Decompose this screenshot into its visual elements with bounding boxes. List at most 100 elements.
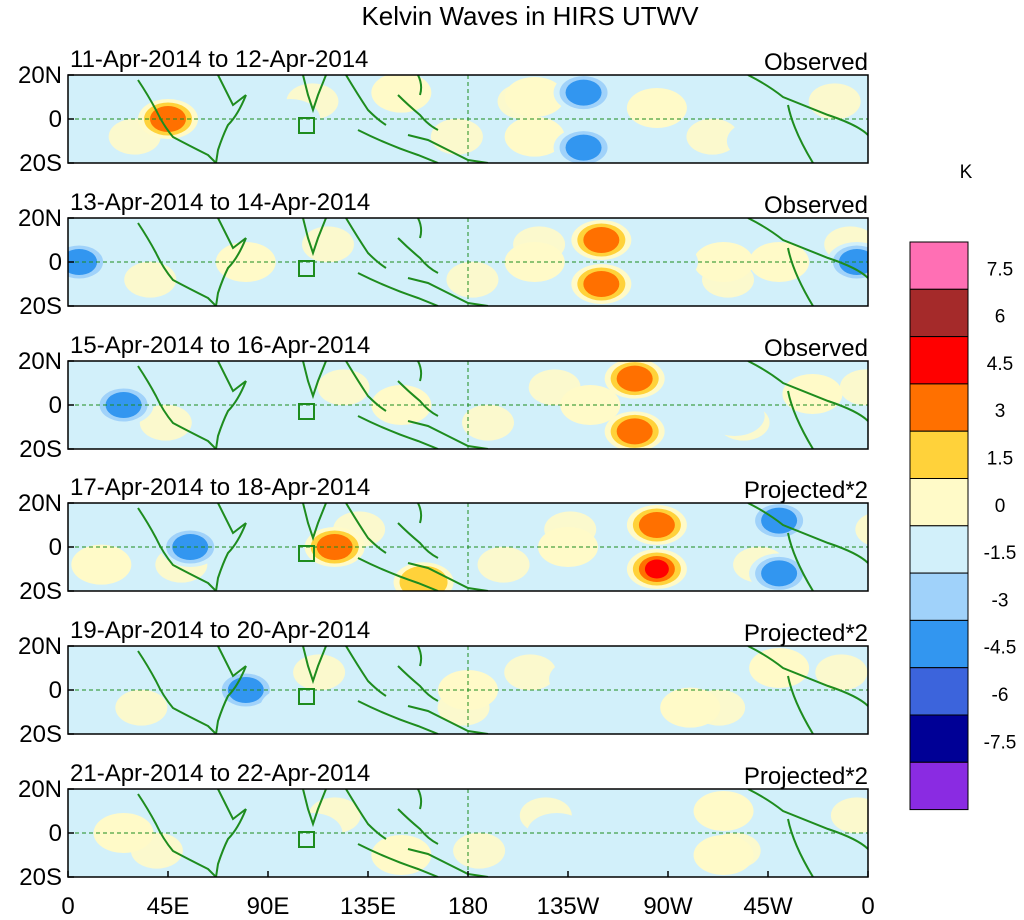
weak-anomaly bbox=[477, 546, 530, 583]
x-tick-label: 90E bbox=[247, 893, 290, 920]
panel-kind: Projected*2 bbox=[744, 477, 868, 504]
y-tick-label: 0 bbox=[49, 534, 62, 561]
anomaly-contour bbox=[749, 242, 810, 282]
y-tick-label: 20S bbox=[19, 150, 62, 177]
x-tick-label: 0 bbox=[61, 893, 74, 920]
weak-anomaly bbox=[462, 404, 514, 441]
y-tick-label: 20N bbox=[18, 62, 62, 89]
anomaly-contour bbox=[71, 544, 132, 585]
colorbar-level-label: -4.5 bbox=[984, 638, 1017, 659]
colorbar-level-label: -1.5 bbox=[984, 543, 1017, 564]
anomaly-contour bbox=[549, 659, 610, 699]
panel: 17-Apr-2014 to 18-Apr-2014 Projected*2 20N… bbox=[18, 474, 869, 605]
colorbar-swatch bbox=[909, 761, 969, 811]
weak-anomaly bbox=[430, 118, 483, 155]
panel-kind: Observed bbox=[764, 49, 868, 76]
y-tick-label: 20S bbox=[19, 864, 62, 891]
chart-title: Kelvin Waves in HIRS UTWV bbox=[361, 1, 699, 31]
anomaly-contour bbox=[761, 560, 798, 587]
panel: 13-Apr-2014 to 14-Apr-2014 Observed 20N 0 20… bbox=[18, 189, 869, 320]
colorbar-swatch bbox=[909, 714, 969, 763]
anomaly-contour bbox=[371, 385, 432, 425]
anomaly-contour bbox=[105, 392, 142, 418]
panel: 15-Apr-2014 to 16-Apr-2014 Observed 20N 0 20… bbox=[18, 332, 869, 463]
colorbar-level-label: 6 bbox=[995, 307, 1006, 328]
panel-date: 17-Apr-2014 to 18-Apr-2014 bbox=[70, 474, 370, 501]
colorbar-swatch bbox=[909, 288, 969, 338]
panel: 21-Apr-2014 to 22-Apr-2014 Projected*2 20N… bbox=[18, 760, 869, 891]
anomaly-contour bbox=[260, 687, 321, 728]
anomaly-contour bbox=[644, 559, 669, 579]
anomaly-contour bbox=[93, 813, 154, 853]
panel-kind: Observed bbox=[764, 335, 868, 362]
colorbar-swatch bbox=[909, 241, 969, 290]
weak-anomaly bbox=[139, 404, 192, 441]
anomaly-contour bbox=[749, 648, 810, 688]
x-tick-label: 135E bbox=[340, 893, 396, 920]
weak-anomaly bbox=[293, 654, 346, 691]
x-tick-label: 180 bbox=[448, 893, 488, 920]
colorbar-swatch bbox=[909, 667, 969, 716]
x-tick-label: 0 bbox=[861, 893, 874, 920]
x-tick-label: 135W bbox=[537, 893, 600, 920]
y-tick-label: 20N bbox=[18, 490, 62, 517]
colorbar-level-label: 4.5 bbox=[987, 354, 1013, 375]
weak-anomaly bbox=[855, 513, 868, 545]
anomaly-contour bbox=[504, 116, 565, 157]
anomaly-contour bbox=[638, 512, 675, 538]
y-tick-label: 0 bbox=[49, 249, 62, 276]
anomaly-contour bbox=[693, 791, 754, 831]
colorbar-swatch bbox=[909, 619, 969, 669]
anomaly-contour bbox=[371, 835, 432, 875]
x-tick-label: 90W bbox=[643, 893, 693, 920]
weak-anomaly bbox=[446, 261, 499, 298]
anomaly-contour bbox=[626, 88, 687, 128]
panel: 19-Apr-2014 to 20-Apr-2014 Projected*2 20N… bbox=[18, 617, 869, 748]
anomaly-contour bbox=[638, 242, 698, 282]
weak-anomaly bbox=[815, 654, 868, 691]
colorbar: K 7.5 6 4.5 3 1.5 0 -1.5 -3 -4.5 -6 -7.5 bbox=[909, 162, 1017, 811]
anomaly-contour bbox=[761, 507, 798, 534]
colorbar-level-label: 3 bbox=[995, 401, 1006, 422]
y-tick-label: 20S bbox=[19, 721, 62, 748]
anomaly-contour bbox=[526, 813, 587, 853]
colorbar-swatch bbox=[909, 525, 969, 574]
anomaly-contour bbox=[560, 385, 621, 425]
y-tick-label: 0 bbox=[49, 392, 62, 419]
colorbar-level-label: 0 bbox=[995, 496, 1006, 517]
anomaly-contour bbox=[616, 365, 653, 392]
anomaly-contour bbox=[583, 227, 620, 253]
weak-anomaly bbox=[830, 797, 868, 834]
panel-date: 15-Apr-2014 to 16-Apr-2014 bbox=[70, 332, 370, 359]
anomaly-contour bbox=[504, 242, 565, 282]
panel-kind: Projected*2 bbox=[744, 763, 868, 790]
x-tick-label: 45E bbox=[147, 893, 190, 920]
colorbar-swatch bbox=[909, 478, 969, 527]
y-tick-label: 0 bbox=[49, 820, 62, 847]
panel-date: 13-Apr-2014 to 14-Apr-2014 bbox=[70, 189, 370, 216]
y-tick-label: 20N bbox=[18, 776, 62, 803]
x-axis: 0 45E 90E 135E 180 135W 90W 45W 0 bbox=[61, 871, 875, 920]
anomaly-contour bbox=[399, 565, 448, 591]
colorbar-swatch bbox=[909, 383, 969, 432]
colorbar-swatch bbox=[909, 336, 969, 385]
panel-kind: Projected*2 bbox=[744, 620, 868, 647]
weak-anomaly bbox=[686, 118, 739, 155]
anomaly-contour bbox=[583, 271, 620, 297]
weak-anomaly bbox=[808, 83, 861, 120]
anomaly-contour bbox=[504, 77, 565, 117]
y-tick-label: 0 bbox=[49, 677, 62, 704]
weak-anomaly bbox=[115, 689, 168, 726]
y-tick-label: 20N bbox=[18, 348, 62, 375]
panels-group: 11-Apr-2014 to 12-Apr-2014 Observed 20N 0 20… bbox=[18, 46, 869, 891]
panel-kind: Observed bbox=[764, 192, 868, 219]
y-tick-label: 20S bbox=[19, 436, 62, 463]
anomaly-contour bbox=[726, 121, 787, 161]
anomaly-contour bbox=[565, 79, 602, 106]
colorbar-level-label: 1.5 bbox=[987, 449, 1013, 470]
anomaly-contour bbox=[693, 835, 754, 875]
anomaly-contour bbox=[660, 687, 721, 728]
weak-anomaly bbox=[124, 261, 177, 298]
y-tick-label: 20N bbox=[18, 633, 62, 660]
